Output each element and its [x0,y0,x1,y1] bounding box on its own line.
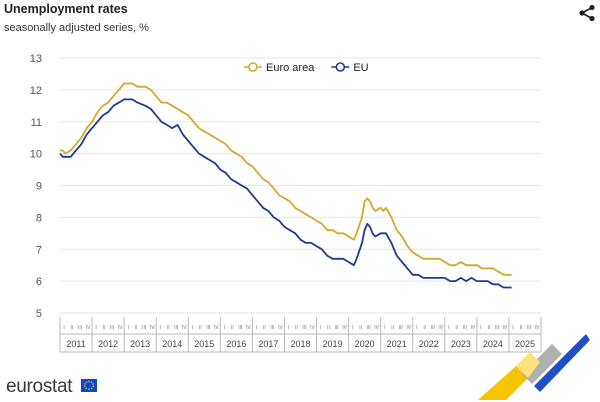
quarter-tick-label: II [103,325,106,331]
legend-marker-eu [335,62,346,72]
quarter-tick-label: IV [86,325,91,331]
eurostat-decorative-shape [478,334,590,400]
quarter-tick-label: II [167,325,170,331]
quarter-tick-label: II [391,325,394,331]
quarter-tick-label: IV [118,325,123,331]
quarter-tick-label: IV [214,325,219,331]
quarter-tick-label: II [199,325,202,331]
quarter-tick-label: III [206,325,210,331]
series-line-euro-area [60,82,512,276]
quarter-tick-label: IV [374,325,379,331]
quarter-tick-label: I [192,325,193,331]
quarter-tick-label: III [367,325,371,331]
y-tick-label: 9 [36,181,42,193]
year-tick-label: 2014 [162,339,182,349]
quarter-tick-label: II [488,325,491,331]
quarter-tick-label: III [334,325,338,331]
y-tick-label: 11 [31,117,42,129]
chart-subtitle: seasonally adjusted series, % [4,22,149,34]
quarter-tick-label: IV [310,325,315,331]
quarter-tick-label: IV [342,325,347,331]
quarter-tick-label: IV [150,325,155,331]
year-tick-label: 2021 [387,339,407,349]
year-tick-label: 2011 [66,339,85,349]
quarter-tick-label: IV [246,325,251,331]
y-tick-label: 12 [30,85,42,97]
quarter-tick-label: III [302,325,306,331]
year-tick-label: 2025 [515,339,535,349]
year-tick-label: 2016 [226,339,246,349]
year-tick-label: 2024 [483,339,503,349]
year-tick-label: 2023 [451,339,471,349]
quarter-tick-label: I [63,325,64,331]
legend-label-euro-area: Euro area [266,62,315,74]
chart-title: Unemployment rates [4,2,128,16]
quarter-tick-label: I [160,325,161,331]
quarter-tick-label: IV [503,325,508,331]
quarter-tick-label: I [288,325,289,331]
quarter-tick-label: I [256,325,257,331]
quarter-tick-label: I [95,325,96,331]
quarter-tick-label: IV [278,325,283,331]
quarter-tick-label: IV [182,325,187,331]
quarter-tick-label: I [127,325,128,331]
quarter-tick-label: IV [535,325,540,331]
quarter-tick-label: III [527,325,531,331]
eu-flag-icon [81,379,97,392]
quarter-tick-label: III [238,325,242,331]
quarter-tick-label: II [71,325,74,331]
y-tick-label: 6 [36,276,42,288]
quarter-tick-label: III [174,325,178,331]
quarter-tick-label: III [142,325,146,331]
year-tick-label: 2013 [130,339,150,349]
year-tick-label: 2018 [290,339,310,349]
quarter-tick-label: II [455,325,458,331]
quarter-tick-label: II [135,325,138,331]
series-line-eu [59,98,512,289]
quarter-tick-label: III [399,325,403,331]
quarter-tick-label: III [463,325,467,331]
quarter-tick-label: II [520,325,523,331]
eurostat-logo: eurostat [6,376,73,397]
quarter-tick-label: II [327,325,330,331]
year-tick-label: 2022 [419,339,439,349]
quarter-tick-label: III [78,325,82,331]
quarter-tick-label: II [231,325,234,331]
quarter-tick-label: I [416,325,417,331]
year-tick-label: 2012 [98,339,118,349]
y-tick-label: 5 [36,308,42,320]
share-icon[interactable] [578,4,596,22]
y-tick-label: 13 [30,53,42,65]
legend-marker-euro-area [248,62,258,72]
quarter-tick-label: I [320,325,321,331]
quarter-tick-label: II [295,325,298,331]
year-tick-label: 2015 [194,339,214,349]
quarter-tick-label: IV [438,325,443,331]
y-tick-label: 8 [36,212,42,224]
quarter-tick-label: II [263,325,266,331]
quarter-tick-label: I [512,325,513,331]
year-tick-label: 2019 [323,339,343,349]
quarter-tick-label: III [110,325,114,331]
quarter-tick-label: I [448,325,449,331]
quarter-tick-label: IV [406,325,411,331]
quarter-tick-label: III [431,325,435,331]
y-tick-label: 7 [36,244,42,256]
y-tick-label: 10 [30,149,42,161]
year-tick-label: 2020 [355,339,375,349]
quarter-tick-label: II [359,325,362,331]
quarter-tick-label: IV [470,325,475,331]
quarter-tick-label: III [270,325,274,331]
quarter-tick-label: I [224,325,225,331]
quarter-tick-label: I [352,325,353,331]
quarter-tick-label: II [423,325,426,331]
legend-label-eu: EU [353,62,368,74]
quarter-tick-label: I [480,325,481,331]
quarter-tick-label: I [384,325,385,331]
year-tick-label: 2017 [258,339,278,349]
quarter-tick-label: III [495,325,499,331]
